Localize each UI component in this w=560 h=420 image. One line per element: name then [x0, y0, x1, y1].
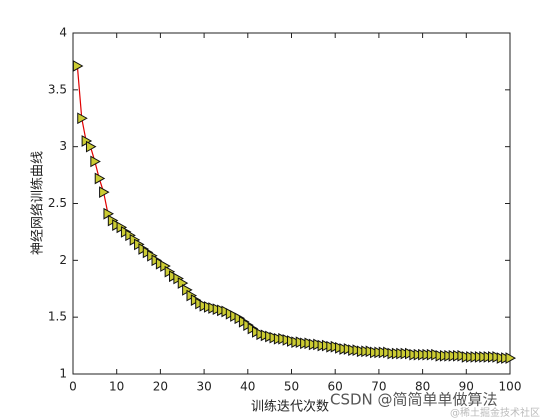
y-tick-label: 1.5 [48, 310, 67, 324]
x-tick-label: 100 [499, 380, 522, 394]
marker [72, 60, 84, 72]
y-tick-label: 4 [59, 26, 67, 40]
x-tick-label: 80 [415, 380, 430, 394]
x-axis-label: 训练迭代次数 [251, 399, 329, 415]
marker [94, 172, 106, 185]
marker [99, 186, 110, 198]
marker [505, 352, 517, 364]
y-tick-label: 1 [59, 367, 67, 381]
plot-frame [72, 32, 511, 375]
x-tick-label: 90 [459, 380, 474, 394]
marker [90, 155, 101, 168]
y-axis-label: 神经网络训练曲线 [30, 151, 46, 255]
x-tick-label: 30 [196, 380, 211, 394]
x-tick-label: 10 [109, 380, 124, 394]
x-tick-label: 40 [240, 380, 255, 394]
y-tick-label: 2 [59, 253, 67, 267]
x-tick-label: 50 [284, 380, 299, 394]
x-tick-label: 70 [371, 380, 386, 394]
x-tick-label: 20 [153, 380, 168, 394]
watermark: @稀土掘金技术社区 [450, 406, 540, 419]
marker [77, 112, 88, 125]
watermark: CSDN @简简单单做算法 [330, 391, 498, 409]
y-tick-label: 2.5 [48, 196, 67, 210]
y-tick-label: 3 [59, 139, 67, 153]
y-tick-label: 3.5 [48, 82, 67, 96]
x-tick-label: 0 [69, 380, 77, 394]
marker [85, 140, 97, 153]
x-tick-label: 60 [328, 380, 343, 394]
